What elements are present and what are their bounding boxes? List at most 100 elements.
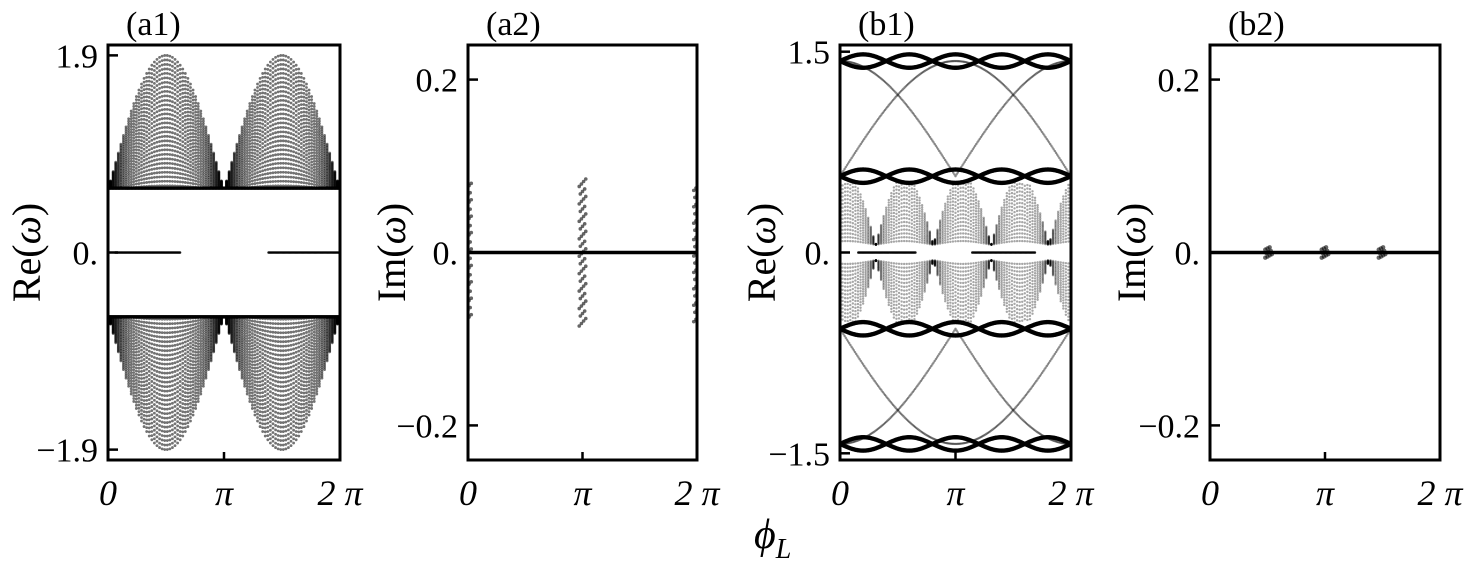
band-point — [183, 332, 187, 336]
band-point — [145, 114, 149, 118]
band-point — [171, 348, 174, 352]
band-point — [178, 346, 182, 350]
band-point — [302, 132, 306, 136]
band-point — [178, 163, 182, 167]
band-point — [173, 140, 177, 144]
band-point — [287, 64, 290, 68]
band-point — [137, 413, 141, 417]
band-point — [312, 154, 316, 157]
band-point — [147, 75, 151, 79]
band-point — [145, 363, 149, 367]
band-point — [140, 394, 143, 398]
band-point — [158, 78, 161, 81]
band-point — [243, 332, 247, 336]
band-point — [178, 342, 182, 346]
band-point — [201, 119, 205, 123]
band-point — [153, 77, 156, 81]
band-point — [153, 163, 156, 167]
band-point — [145, 321, 149, 324]
band-point — [181, 180, 185, 184]
band-point — [250, 322, 254, 326]
band-point — [199, 358, 203, 362]
band-point — [274, 384, 277, 387]
band-point — [168, 322, 172, 326]
band-point — [163, 125, 167, 129]
band-point — [320, 155, 324, 158]
band-point — [153, 360, 156, 364]
band-point — [176, 424, 180, 428]
band-point — [317, 332, 321, 336]
band-point — [284, 331, 288, 335]
band-point — [315, 329, 319, 333]
band-point — [294, 421, 298, 425]
band-point — [132, 400, 136, 403]
band-point — [305, 139, 308, 143]
band-point — [292, 128, 295, 132]
band-point — [248, 165, 252, 169]
band-point — [145, 165, 149, 169]
band-point — [189, 139, 192, 143]
band-point — [279, 152, 283, 156]
band-point — [261, 383, 265, 387]
band-point — [243, 119, 247, 123]
band-point — [178, 147, 182, 150]
band-point — [168, 166, 172, 170]
band-point — [274, 339, 277, 343]
band-point — [274, 91, 277, 95]
band-point — [150, 363, 154, 367]
band-point — [317, 122, 321, 125]
band-point — [158, 441, 161, 445]
band-point — [181, 160, 185, 164]
band-point — [199, 352, 203, 356]
band-point — [150, 176, 154, 180]
band-point — [142, 369, 146, 373]
band-point — [287, 82, 290, 86]
band-point — [307, 320, 311, 323]
band-point — [261, 95, 265, 99]
band-point — [134, 319, 138, 323]
band-point — [317, 143, 321, 147]
band-point — [320, 159, 324, 163]
band-point — [253, 373, 257, 377]
band-point — [263, 168, 267, 172]
band-point — [269, 73, 272, 77]
band-point — [274, 135, 277, 139]
band-point — [145, 352, 149, 356]
band-point — [312, 359, 316, 363]
band-point — [307, 396, 311, 400]
band-point — [201, 117, 205, 121]
band-point — [155, 322, 159, 325]
band-point — [173, 175, 177, 179]
band-point — [153, 137, 156, 141]
band-point — [145, 383, 149, 387]
band-point — [124, 319, 128, 323]
band-point — [124, 336, 128, 340]
band-point — [155, 97, 159, 101]
band-point — [220, 322, 223, 326]
band-point — [292, 120, 295, 124]
band-point — [181, 79, 185, 83]
band-point — [294, 97, 298, 100]
band-point — [142, 144, 146, 147]
band-point — [137, 142, 141, 145]
band-point — [253, 393, 257, 397]
band-point — [134, 145, 138, 148]
band-point — [256, 323, 259, 327]
band-point — [132, 385, 136, 389]
band-point — [256, 345, 259, 349]
band-point — [287, 344, 290, 348]
band-point — [124, 144, 128, 148]
band-point — [302, 417, 306, 421]
band-point — [289, 426, 293, 430]
band-point — [323, 368, 326, 372]
band-point — [189, 370, 192, 373]
band-point — [287, 140, 290, 143]
band-point — [178, 405, 182, 408]
band-point — [168, 81, 172, 85]
band-point — [263, 160, 267, 164]
band-point — [271, 361, 275, 365]
band-point — [323, 133, 326, 137]
band-point — [199, 326, 203, 330]
band-point — [183, 340, 187, 344]
band-point — [263, 410, 267, 414]
